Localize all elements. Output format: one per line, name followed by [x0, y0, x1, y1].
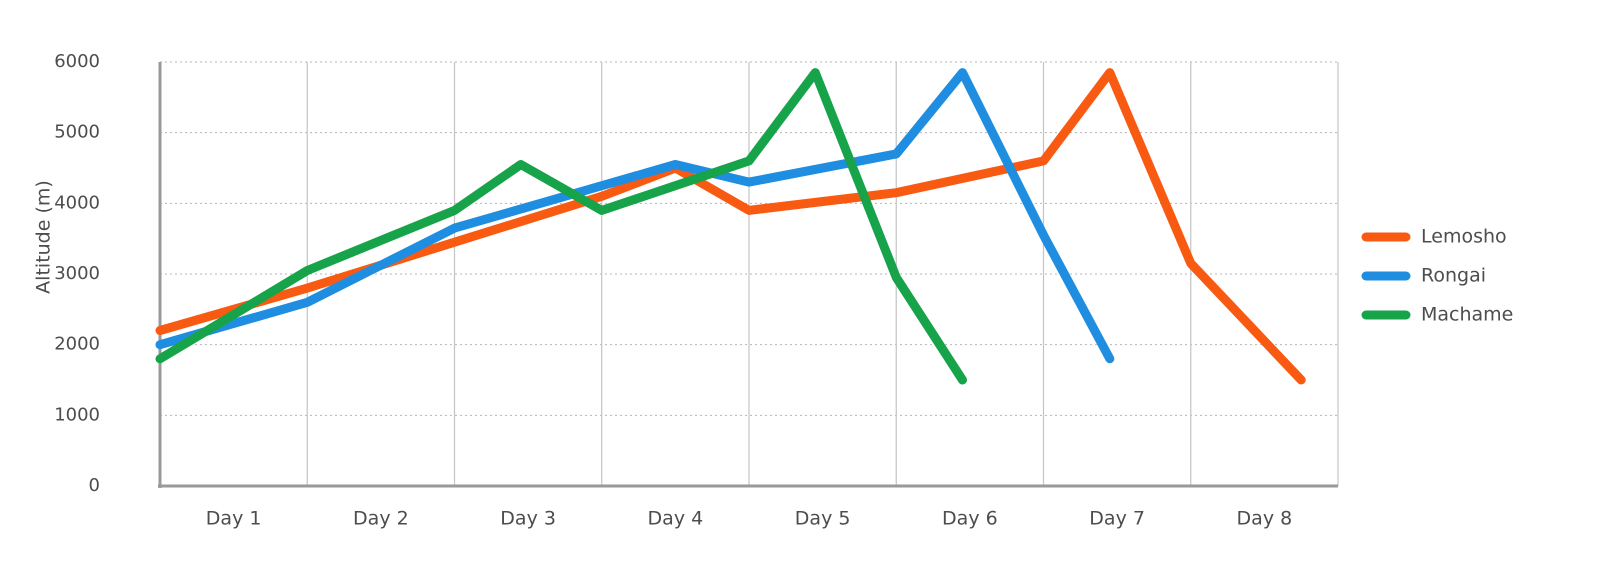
y-tick-label: 1000: [54, 404, 100, 425]
x-tick-label: Day 4: [648, 508, 704, 530]
x-tick-label: Day 1: [206, 508, 262, 530]
y-tick-label: 3000: [54, 263, 100, 284]
x-tick-label: Day 8: [1237, 508, 1293, 530]
x-tick-label: Day 2: [353, 508, 409, 530]
axes: [158, 62, 1338, 488]
series-line-rongai: [155, 68, 1115, 364]
legend: Lemosho Rongai Machame: [1361, 226, 1513, 326]
y-axis-ticks: 0 1000 2000 3000 4000 5000 6000: [54, 51, 100, 496]
grid: [160, 61, 1339, 486]
y-axis-label: Altitude (m): [33, 180, 55, 294]
x-tick-label: Day 5: [795, 508, 851, 530]
y-tick-label: 0: [89, 475, 100, 496]
y-tick-label: 4000: [54, 192, 100, 213]
y-tick-label: 2000: [54, 334, 100, 355]
series-line-lemosho: [155, 68, 1306, 385]
legend-label-machame: Machame: [1421, 304, 1513, 326]
x-tick-label: Day 6: [942, 508, 998, 530]
x-tick-label: Day 3: [500, 508, 556, 530]
y-tick-label: 5000: [54, 122, 100, 143]
series-lines: [155, 68, 1306, 385]
x-tick-label: Day 7: [1089, 508, 1145, 530]
x-axis-ticks: Day 1 Day 2 Day 3 Day 4 Day 5 Day 6 Day 7 Day 8: [206, 508, 1292, 530]
y-tick-label: 6000: [54, 51, 100, 72]
series-line-machame: [155, 68, 967, 385]
legend-label-lemosho: Lemosho: [1421, 226, 1507, 248]
legend-label-rongai: Rongai: [1421, 265, 1486, 287]
